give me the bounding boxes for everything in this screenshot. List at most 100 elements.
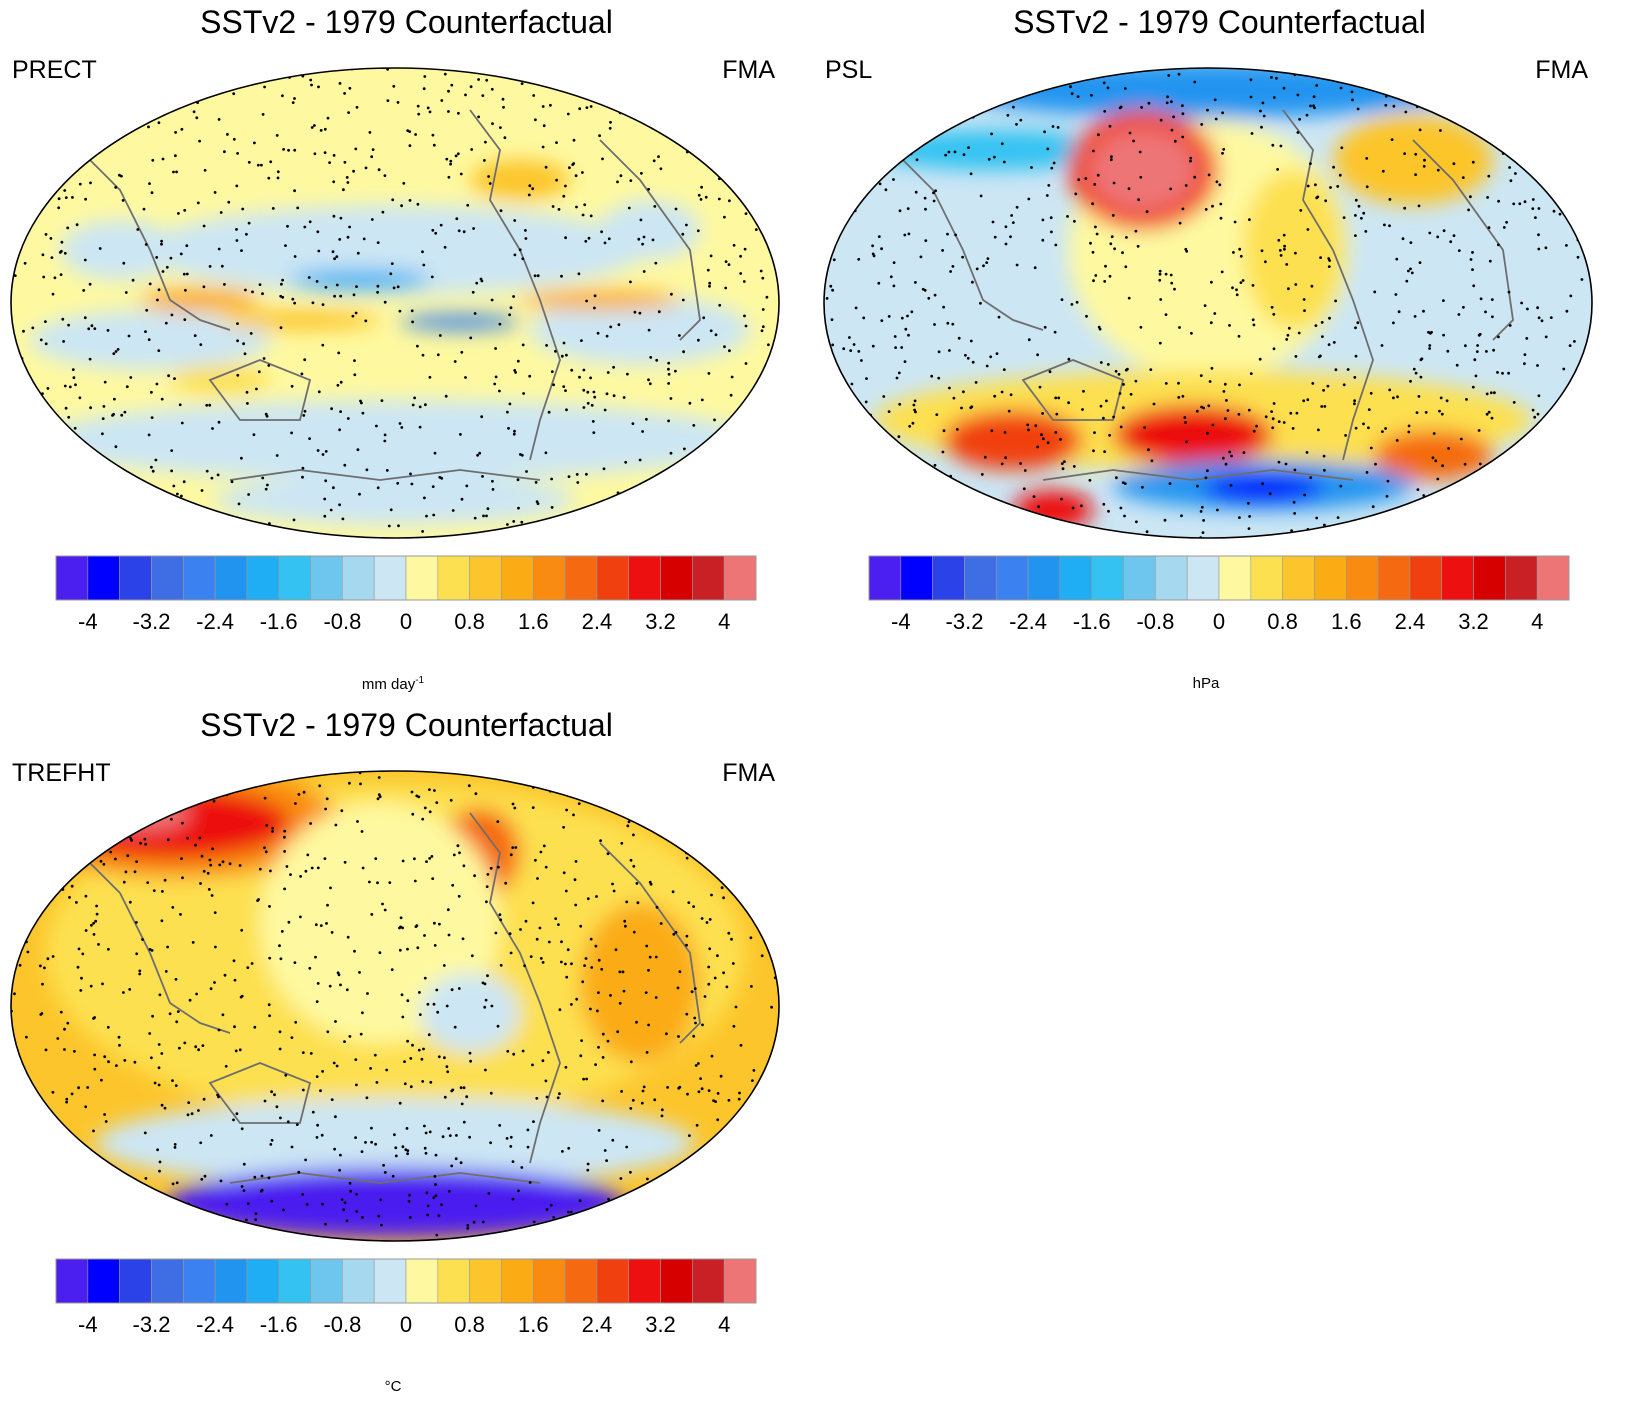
- colorbar-tick-label: -2.4: [1009, 609, 1047, 634]
- colorbar-tick-label: -0.8: [1136, 609, 1174, 634]
- map-border: [10, 67, 780, 539]
- panel-psl: SSTv2 - 1979 Counterfactual PSL FMA -4 -3…: [813, 0, 1626, 703]
- colorbar-tick-label: 0.8: [454, 1312, 485, 1337]
- anomaly-region: [873, 130, 1113, 170]
- colorbar-swatch: [564, 555, 598, 601]
- variable-label: PSL: [825, 56, 873, 84]
- colorbar-frame: [868, 555, 1570, 601]
- colorbar-swatch: [151, 1258, 184, 1304]
- colorbar-swatch: [660, 555, 693, 601]
- colorbar-swatch: [182, 1258, 216, 1304]
- colorbar-psl: -4 -3.2 -2.4 -1.6 -0.8 0 0.8 1.6 2.4 3.2 4: [868, 555, 1570, 634]
- panel-prect: SSTv2 - 1979 Counterfactual PRECT FMA -4…: [0, 0, 813, 703]
- colorbar-swatch: [628, 555, 661, 601]
- map-trefht: [10, 770, 780, 1242]
- colorbar-swatch: [723, 555, 757, 601]
- colorbar-swatch: [932, 555, 965, 601]
- colorbar-tick-label: -1.6: [260, 1312, 298, 1337]
- colorbar-tick-label: 1.6: [1331, 609, 1362, 634]
- colorbar-swatch: [1473, 555, 1506, 601]
- anomaly-region: [600, 200, 700, 260]
- anomaly-region: [35, 400, 755, 480]
- colorbar-swatch: [723, 1258, 757, 1304]
- map-prect: [10, 67, 780, 539]
- colorbar-swatch: [278, 555, 311, 601]
- colorbar-swatch: [900, 555, 933, 601]
- colorbar-tick-label: 3.2: [1458, 609, 1489, 634]
- coastline: [892, 109, 1514, 481]
- colorbar-swatch: [437, 1258, 470, 1304]
- colorbar-swatch: [596, 1258, 630, 1304]
- colorbar-swatch: [437, 555, 470, 601]
- colorbar-tick-label: -3.2: [946, 609, 984, 634]
- colorbar-swatch: [1505, 555, 1538, 601]
- colorbar-prect: -4 -3.2 -2.4 -1.6 -0.8 0 0.8 1.6 2.4 3.2 4: [55, 555, 757, 634]
- anomaly-region: [1243, 170, 1343, 330]
- colorbar-swatch: [532, 555, 566, 601]
- anomaly-region: [1113, 405, 1273, 465]
- colorbar-swatch: [1123, 555, 1156, 601]
- colorbar-tick-label: 0.8: [1267, 609, 1298, 634]
- colorbar-tick-label: -4: [78, 609, 98, 634]
- colorbar-tick-label: -4: [78, 1312, 98, 1337]
- colorbar-tick-label: 0.8: [454, 609, 485, 634]
- colorbar-tick-label: 1.6: [518, 609, 549, 634]
- panel-title: SSTv2 - 1979 Counterfactual: [200, 4, 613, 40]
- colorbar-swatch: [182, 555, 216, 601]
- season-label: FMA: [722, 56, 775, 84]
- anomaly-region: [943, 410, 1083, 470]
- anomaly-region: [95, 1098, 695, 1188]
- colorbar-swatch: [995, 555, 1029, 601]
- colorbar-trefht: -4 -3.2 -2.4 -1.6 -0.8 0 0.8 1.6 2.4 3.2 4: [55, 1258, 757, 1337]
- colorbar-swatch: [119, 555, 152, 601]
- colorbar-swatch: [1282, 555, 1315, 601]
- colorbar-tick-label: -1.6: [1073, 609, 1111, 634]
- colorbar-swatch: [246, 1258, 280, 1304]
- colorbar-tick-label: 4: [718, 1312, 730, 1337]
- colorbar-swatch: [1186, 555, 1220, 601]
- map-border: [10, 770, 780, 1242]
- colorbar-tick-label: 4: [718, 609, 730, 634]
- anomaly-region: [220, 310, 380, 330]
- panel-trefht: SSTv2 - 1979 Counterfactual TREFHT FMA -…: [0, 703, 813, 1406]
- colorbar-tick-label: 0: [400, 609, 412, 634]
- colorbar-swatch: [151, 555, 184, 601]
- colorbar-tick-label: 2.4: [1395, 609, 1426, 634]
- coastline: [79, 109, 701, 481]
- anomaly-region: [530, 295, 750, 365]
- colorbar-tick-label: 2.4: [582, 609, 613, 634]
- colorbar-swatch: [1027, 555, 1061, 601]
- anomaly-region: [1333, 115, 1493, 205]
- colorbar-tick-label: -3.2: [133, 609, 171, 634]
- colorbar-tick-label: -2.4: [196, 1312, 234, 1337]
- map-field: [824, 68, 1592, 538]
- anomaly-region: [290, 270, 430, 290]
- colorbar-swatch: [1155, 555, 1188, 601]
- anomaly-region: [145, 205, 645, 295]
- colorbar-swatch: [342, 555, 375, 601]
- coastline: [79, 812, 701, 1184]
- colorbar-swatch: [1059, 555, 1093, 601]
- colorbar-tick-label: -0.8: [323, 1312, 361, 1337]
- colorbar-tick-label: 3.2: [645, 1312, 676, 1337]
- colorbar-tick-label: -0.8: [323, 609, 361, 634]
- colorbar-swatch: [469, 555, 502, 601]
- colorbar-swatch: [1218, 555, 1252, 601]
- colorbar-swatch: [964, 555, 997, 601]
- colorbar-swatch: [628, 1258, 661, 1304]
- anomaly-region: [60, 220, 180, 280]
- colorbar-swatch: [278, 1258, 311, 1304]
- colorbar-swatch: [1441, 555, 1474, 601]
- colorbar-tick-label: 0: [400, 1312, 412, 1337]
- variable-label: TREFHT: [12, 759, 111, 787]
- colorbar-tick-label: 4: [1531, 609, 1543, 634]
- colorbar-frame: [55, 555, 757, 601]
- season-label: FMA: [1535, 56, 1588, 84]
- anomaly-region: [520, 290, 680, 310]
- colorbar-swatch: [660, 1258, 693, 1304]
- colorbar-swatch: [1536, 555, 1570, 601]
- colorbar-swatch: [1091, 555, 1124, 601]
- colorbar-tick-label: -2.4: [196, 609, 234, 634]
- variable-label: PRECT: [12, 56, 97, 84]
- colorbar-swatch: [596, 555, 630, 601]
